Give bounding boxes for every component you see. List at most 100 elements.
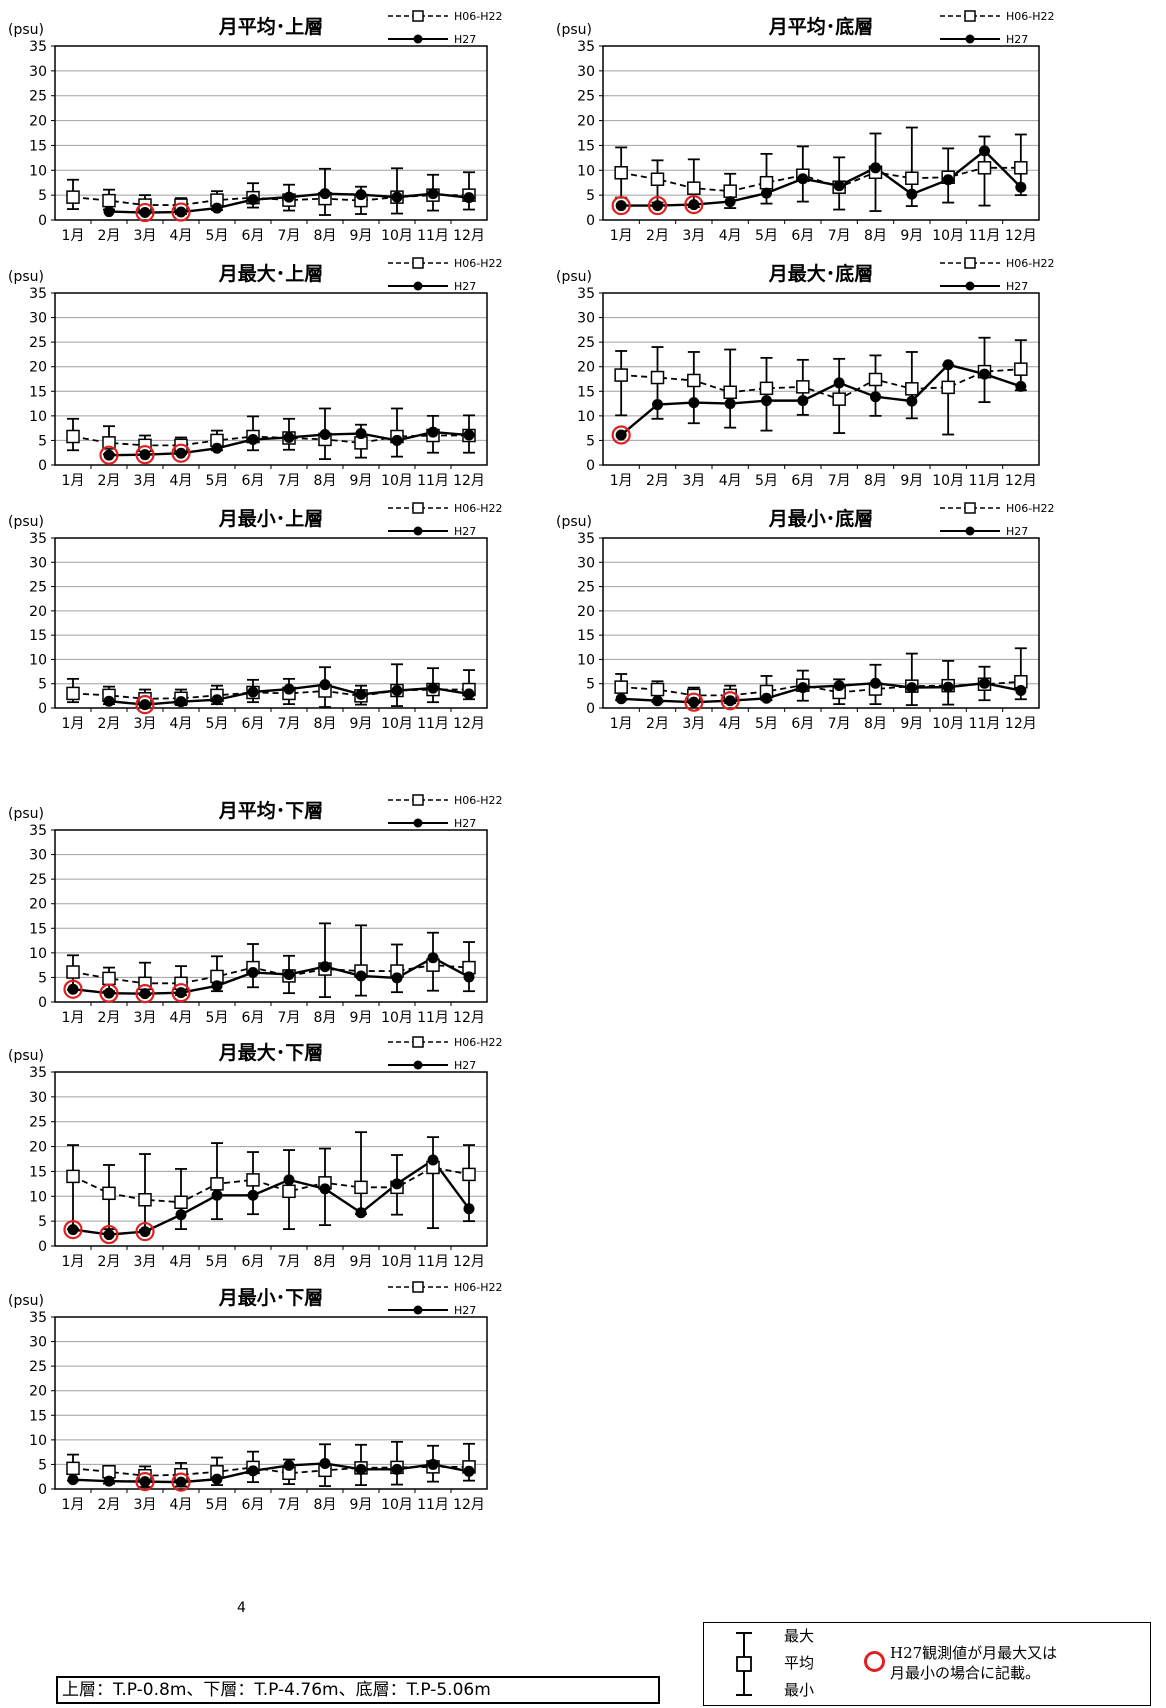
chart-title: 月最小･上層	[218, 508, 324, 530]
y-tick-label: 10	[29, 163, 47, 179]
point-h27	[319, 188, 331, 200]
y-tick-label: 20	[29, 897, 47, 913]
y-tick-label: 10	[29, 1189, 47, 1205]
point-h06-h22	[102, 436, 116, 450]
point-h27	[724, 695, 736, 707]
y-tick-label: 0	[38, 701, 47, 717]
point-h06-h22	[723, 184, 737, 198]
point-h27	[427, 1154, 439, 1166]
chart-panel-5: 0 5 10 15 20 25 30 35 1月 2月 3月 4月 5月 6月 7月 8月 9月 10月 11月 12…	[8, 502, 503, 732]
point-h27	[427, 682, 439, 694]
point-h27	[1015, 685, 1027, 697]
y-axis-label: (psu)	[8, 1293, 44, 1309]
chart-panel-1: 0 5 10 15 20 25 30 35 1月 2月 3月 4月 5月 6月 7月 8月 9月 10月 11月 12…	[8, 10, 503, 244]
point-h27	[139, 988, 151, 1000]
x-tick-label: 1月	[62, 1497, 85, 1513]
chart-title: 月最小･底層	[768, 507, 874, 530]
highlight-circle	[63, 979, 83, 999]
point-h27	[427, 188, 439, 200]
y-tick-label: 25	[577, 580, 595, 596]
point-h06-h22	[174, 1195, 188, 1210]
point-h27	[319, 1183, 331, 1195]
x-tick-label: 4月	[170, 473, 193, 489]
legend-marker-h06	[964, 10, 976, 22]
y-tick-label: 25	[577, 89, 595, 105]
highlight-circle	[647, 195, 668, 216]
legend-label-h06: H06-H22	[454, 10, 503, 23]
x-tick-label: 10月	[932, 716, 964, 732]
y-tick-label: 35	[29, 823, 47, 839]
point-h27	[761, 187, 772, 199]
plot-frame	[602, 537, 1040, 709]
point-h06-h22	[687, 373, 701, 388]
x-tick-label: 3月	[682, 228, 705, 244]
x-tick-label: 8月	[864, 228, 887, 244]
point-h06-h22	[941, 380, 955, 395]
x-tick-label: 7月	[278, 1254, 301, 1270]
legend-label-h27: H27	[454, 280, 476, 293]
plot-frame	[54, 829, 488, 1003]
x-tick-label: 1月	[610, 473, 633, 489]
point-h27	[175, 1476, 187, 1488]
x-tick-label: 5月	[755, 473, 778, 489]
legend-marker-h27	[413, 34, 423, 44]
highlight-circle	[99, 983, 119, 1003]
x-tick-label: 5月	[206, 716, 229, 732]
legend-marker-h06	[964, 257, 976, 269]
y-tick-label: 20	[29, 114, 47, 130]
point-h06-h22	[868, 372, 883, 387]
point-h27	[103, 1475, 115, 1487]
x-tick-label: 6月	[791, 228, 814, 244]
x-tick-label: 7月	[278, 228, 301, 244]
point-h06-h22	[759, 175, 774, 190]
point-h06-h22	[832, 392, 846, 406]
x-tick-label: 4月	[170, 1497, 193, 1513]
y-tick-label: 30	[29, 1335, 47, 1351]
y-tick-label: 20	[29, 604, 47, 620]
x-tick-label: 2月	[98, 1497, 121, 1513]
y-axis-label: (psu)	[556, 22, 592, 38]
point-h27	[1015, 181, 1027, 193]
legend-label-h27: H27	[1006, 525, 1028, 538]
plot-frame	[54, 1071, 488, 1247]
point-h27	[175, 206, 187, 218]
legend-marker-h06	[412, 794, 424, 806]
point-h27	[355, 688, 367, 700]
point-h27	[833, 680, 845, 692]
x-tick-label: 9月	[350, 228, 373, 244]
point-h27	[211, 1189, 223, 1201]
x-tick-label: 8月	[864, 473, 887, 489]
x-tick-label: 5月	[206, 1497, 229, 1513]
chart-title: 月平均･上層	[218, 15, 324, 38]
x-tick-label: 6月	[242, 1010, 265, 1026]
point-h06-h22	[1014, 161, 1028, 175]
y-tick-label: 15	[29, 384, 47, 400]
x-tick-label: 6月	[242, 228, 265, 244]
y-tick-label: 20	[577, 360, 595, 376]
chart-panel-2: 0 5 10 15 20 25 30 35 1月 2月 3月 4月 5月 6月 7月 8月 9月 10月 11月 12…	[556, 10, 1055, 244]
legend-label-h27: H27	[1006, 33, 1028, 46]
point-h27	[391, 685, 403, 697]
point-h06-h22	[650, 370, 665, 385]
point-h06-h22	[102, 1186, 116, 1201]
x-tick-label: 8月	[314, 228, 337, 244]
x-tick-label: 5月	[755, 716, 778, 732]
point-h27	[463, 192, 475, 204]
point-h27	[870, 162, 881, 174]
point-h27	[652, 695, 663, 707]
highlight-circle	[135, 202, 155, 223]
x-tick-label: 1月	[62, 473, 85, 489]
y-tick-label: 15	[29, 1164, 47, 1180]
point-h27	[979, 145, 990, 157]
y-tick-label: 10	[29, 409, 47, 425]
x-tick-label: 9月	[350, 716, 373, 732]
y-tick-label: 0	[38, 1482, 47, 1498]
point-h27	[103, 449, 115, 461]
point-h27	[391, 1463, 403, 1475]
point-h27	[797, 395, 809, 407]
x-tick-label: 3月	[134, 473, 157, 489]
legend-label-h06: H06-H22	[1006, 10, 1055, 23]
point-h06-h22	[614, 368, 628, 382]
series-line-h27	[72, 1158, 470, 1236]
error-bar-legend-box: 最大 平均 最小 H27観測値が月最大又は 月最小の場合に記載。	[703, 1622, 1151, 1706]
